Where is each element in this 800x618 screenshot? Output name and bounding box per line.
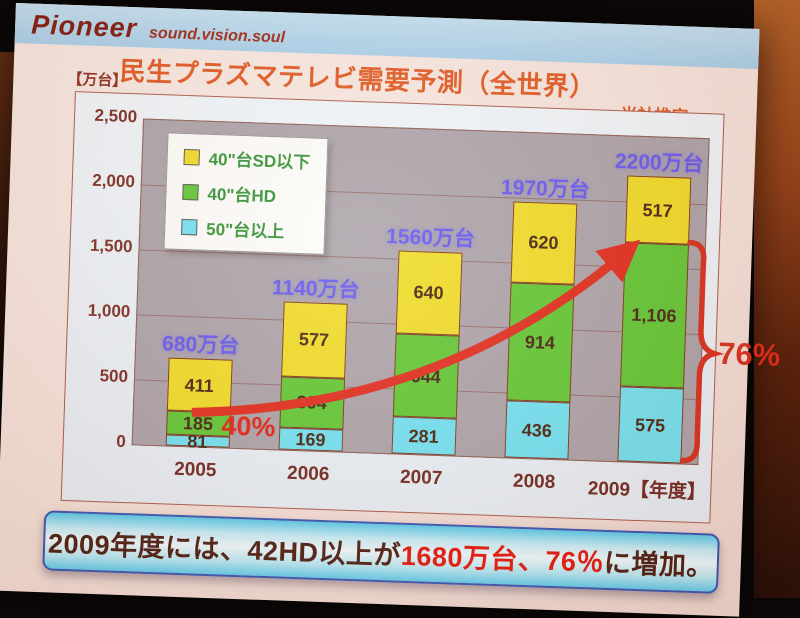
banner-text-highlight: 1680万台、76％ [400,540,605,578]
growth-arrow [191,239,641,417]
background-right-band [754,0,800,598]
legend-label: 40"台SD以下 [208,149,311,173]
x-axis-label: 2009【年度】 [587,478,707,504]
plot-area: 40"台SD以下 40"台HD 50"台以上 [131,118,781,466]
bar-total-label: 2200万台 [614,150,705,177]
legend-swatch-yellow [183,148,201,166]
logo-tagline: sound.vision.soul [148,24,286,47]
slide: Pioneer sound.vision.soul 【万台】 民生プラズマテレビ… [0,3,781,617]
pioneer-logo: Pioneer [30,9,138,44]
legend-label: 50"台以上 [205,219,285,242]
summary-banner: 2009年度には、42HD以上が 1680万台、76％ に増加。 [42,510,720,594]
annotation-76-percent: 76% [717,335,781,373]
y-tick-label: 500 [99,366,129,387]
banner-text-prefix: 2009年度には、42HD以上が [47,527,402,571]
legend-swatch-cyan [181,218,198,235]
y-tick-label: 0 [115,431,127,452]
legend-label: 40"台HD [207,184,277,207]
growth-arrow-graphic [191,239,725,464]
bar-total-label: 1560万台 [385,224,476,251]
legend-item: 40"台SD以下 [183,144,311,173]
legend-item: 50"台以上 [181,214,308,243]
y-tick-label: 2,000 [91,170,136,192]
legend-swatch-green [182,183,199,200]
chart-legend: 40"台SD以下 40"台HD 50"台以上 [163,132,329,255]
bar-total-label: 1970万台 [500,175,591,203]
bar-total-label: 1140万台 [271,275,360,302]
chart-frame: 40"台SD以下 40"台HD 50"台以上 [60,91,781,524]
legend-item: 40"台HD [182,179,309,208]
y-tick-label: 2,500 [94,105,138,127]
bar-total-label: 680万台 [161,332,240,358]
banner-text-suffix: に増加。 [603,547,715,582]
annotation-40-percent: 40% [220,410,276,443]
y-tick-label: 1,500 [89,235,133,257]
brace-76-percent [679,239,725,464]
y-tick-label: 1,000 [87,300,131,322]
